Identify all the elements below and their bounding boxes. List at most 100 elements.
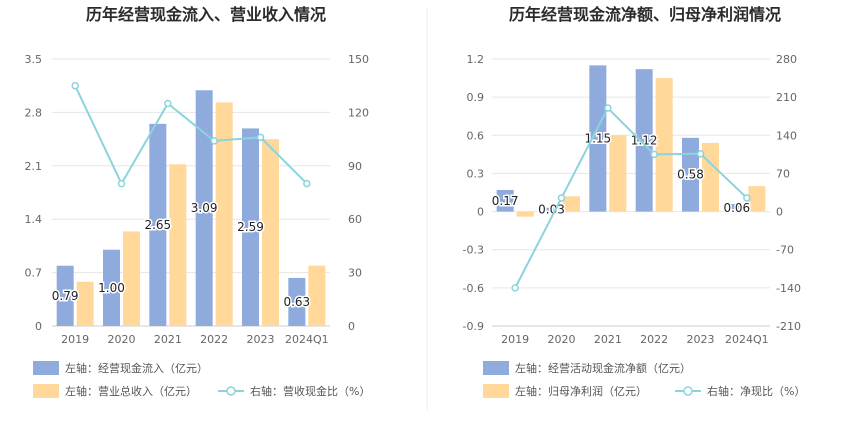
legend-swatch-series2 (33, 384, 59, 398)
legend-label: 左轴：经营现金流入（亿元） (65, 361, 208, 375)
y-left-tick-label: 2.8 (25, 106, 43, 119)
x-tick-label: 2020 (548, 333, 576, 346)
bar-data-label: 3.09 (191, 201, 218, 215)
y-right-tick-label: 210 (776, 91, 797, 104)
legend-swatch-series1 (33, 361, 59, 375)
legend-swatch-series2 (483, 384, 509, 398)
y-right-tick-label: 30 (348, 267, 362, 280)
y-left-tick-label: 0 (477, 206, 484, 219)
bar-data-label: 2.65 (144, 218, 171, 232)
y-right-tick-label: 0 (348, 320, 355, 333)
line-point-2020 (557, 194, 566, 202)
line-point-2019 (71, 81, 79, 90)
x-tick-label: 2024Q1 (725, 333, 769, 346)
bar-series1-2023 (682, 137, 699, 212)
chart-1: 历年经营现金流入、营业收入情况 3.5 2.8 2.1 1.4 0.7 0 150 120 90 6… (25, 5, 370, 398)
y-right-tick-label: 60 (348, 213, 362, 226)
y-right-tick-label: 90 (348, 160, 362, 173)
bar-series1-2024Q1 (728, 203, 746, 212)
y-right-tick-label: 120 (348, 106, 369, 119)
bar-series1-2024Q1 (288, 277, 306, 326)
x-tick-label: 2020 (108, 333, 136, 346)
legend-label: 右轴：营收现金比（%） (250, 384, 370, 398)
bar-series1-2020 (103, 249, 120, 326)
y-left-tick-label: -0.6 (463, 282, 484, 295)
legend-swatch-series1 (483, 361, 509, 375)
bar-series2-2020 (123, 231, 140, 326)
y-left-tick-label: 0.9 (467, 91, 485, 104)
line-point-2020 (117, 179, 126, 188)
y-right-tick-label: -70 (776, 244, 794, 257)
bar-series1-2022 (195, 90, 213, 326)
x-tick-label: 2021 (594, 333, 622, 346)
y-right-tick-label: 0 (776, 206, 783, 219)
legend-label: 左轴：归母净利润（亿元） (515, 384, 647, 398)
bar-series2-2022 (655, 78, 673, 212)
y-left-tick-label: 0.3 (467, 167, 485, 180)
y-left-tick-label: 0.6 (467, 129, 485, 142)
chart-title: 历年经营现金流入、营业收入情况 (86, 5, 326, 24)
y-left-tick-label: -0.9 (463, 320, 484, 333)
y-left-tick-label: -0.3 (463, 244, 484, 257)
line-point-2024Q1 (743, 194, 751, 202)
x-tick-label: 2019 (501, 333, 529, 346)
y-right-tick-label: 150 (348, 53, 369, 66)
line-point-2024Q1 (303, 179, 311, 188)
bar-series2-2020 (563, 196, 580, 212)
x-tick-label: 2023 (247, 333, 275, 346)
legend-label: 右轴：净现比（%） (707, 384, 805, 398)
legend-label: 左轴：经营活动现金流净额（亿元） (515, 361, 691, 375)
bar-data-label: 1.15 (584, 131, 611, 145)
bar-series2-2023 (262, 139, 279, 326)
bar-series1-2020 (543, 207, 560, 212)
y-left-tick-label: 1.4 (25, 213, 43, 226)
bar-series2-2019 (76, 281, 94, 326)
bar-series2-2024Q1 (748, 186, 766, 212)
y-right-tick-label: -140 (776, 282, 801, 295)
chart-title: 历年经营现金流净额、归母净利润情况 (509, 5, 781, 24)
y-left-tick-label: 0.7 (25, 267, 43, 280)
bar-data-label: 0.58 (677, 168, 704, 182)
legend-swatch-marker (226, 386, 236, 396)
line-point-2021 (604, 104, 612, 112)
bar-series2-2024Q1 (308, 265, 326, 326)
bar-data-label: 0.17 (492, 194, 519, 208)
line-point-2019 (511, 284, 519, 292)
legend: 左轴：经营现金流入（亿元） 左轴：营业总收入（亿元） 右轴：营收现金比（%） (33, 361, 370, 398)
x-tick-label: 2023 (687, 333, 715, 346)
legend: 左轴：经营活动现金流净额（亿元） 左轴：归母净利润（亿元） 右轴：净现比（%） (483, 361, 805, 398)
line-point-2022 (210, 137, 218, 145)
bar-data-label: 0.79 (52, 289, 79, 303)
bar-series2-2023 (702, 142, 719, 212)
y-right-tick-label: 70 (776, 167, 790, 180)
legend-label: 左轴：营业总收入（亿元） (65, 384, 197, 398)
y-left-tick-label: 3.5 (25, 53, 43, 66)
bar-data-label: 0.06 (723, 201, 750, 215)
bar-data-label: 0.03 (538, 203, 565, 217)
y-left-tick-label: 0 (35, 320, 42, 333)
line-point-2023 (256, 133, 265, 142)
y-right-tick-label: 140 (776, 129, 797, 142)
bar-series2-2021 (609, 135, 627, 212)
x-tick-label: 2021 (154, 333, 182, 346)
legend-swatch-marker (683, 386, 693, 396)
line-series-path (514, 106, 748, 289)
line-point-2021 (164, 99, 172, 108)
bar-series1-2022 (635, 69, 653, 212)
bar-series1-2023 (242, 128, 259, 326)
x-tick-label: 2022 (640, 333, 668, 346)
chart-2: 历年经营现金流净额、归母净利润情况 1.2 0.9 0.6 0.3 0 -0.3 -0.6 -0… (463, 5, 805, 398)
y-right-tick-label: 280 (776, 53, 797, 66)
bar-series2-2022 (215, 102, 233, 327)
x-tick-label: 2019 (61, 333, 89, 346)
bar-series1-2019 (496, 189, 514, 212)
line-series-path (74, 85, 308, 186)
bar-series1-2019 (56, 265, 74, 326)
bar-data-label: 0.63 (283, 295, 310, 309)
bar-series2-2021 (169, 164, 187, 326)
bar-series1-2021 (589, 65, 607, 212)
y-right-tick-label: -210 (776, 320, 801, 333)
bar-data-label: 1.00 (98, 281, 125, 295)
line-point-2023 (696, 150, 705, 158)
